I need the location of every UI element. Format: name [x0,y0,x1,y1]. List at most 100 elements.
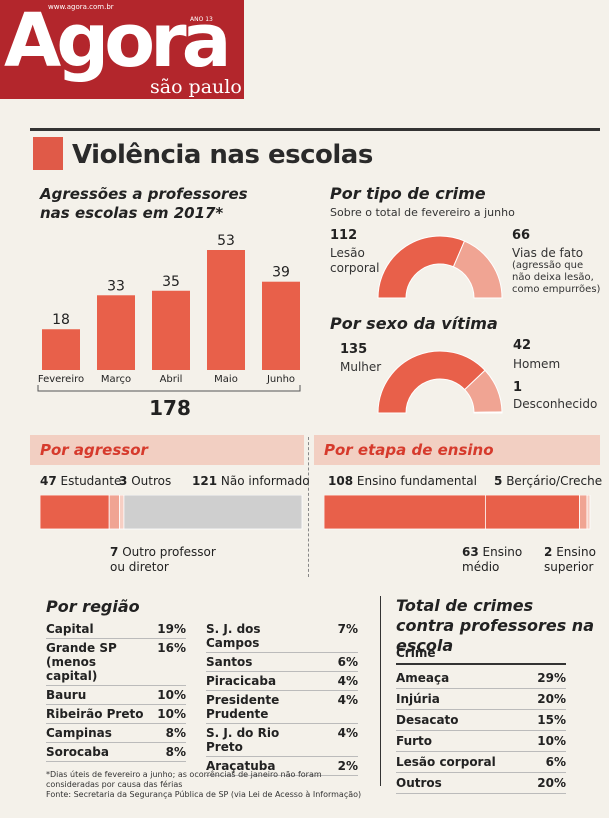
band-divider [308,437,310,577]
bar-value-1: 33 [107,278,125,294]
region-name: Grande SP (menos capital) [46,641,117,683]
total-bracket [37,385,301,392]
region-value: 8% [165,745,186,759]
aggressor-outros: 3 Outros [119,474,171,488]
bar-value-2: 35 [162,274,180,290]
aggressor-outro-professor-value: 7 [110,545,119,559]
stage-bercario-name: Berçário/Creche [506,474,603,488]
region-row: Araçatuba 2% [206,757,358,776]
stage-segment-0 [324,495,486,530]
region-title: Por região [46,597,140,616]
region-row: Bauru 10% [46,686,186,705]
masthead-subtitle: são paulo [150,76,242,98]
region-name: Bauru [46,688,87,702]
victim-label-desconhecido-value: 1 [513,380,523,395]
aggressor-stacked-bar [40,495,303,530]
victim-sex-donut [377,350,503,414]
crime-row: Ameaça 29% [396,668,566,689]
monthly-bar-chart: 18 Fevereiro 33 Março 35 Abril 53 Maio 39 Junho 1… [37,233,301,420]
crime-row: Outros 20% [396,773,566,794]
stage-medio-value: 63 [462,545,479,559]
region-column-1: Capital 19% Grande SP (menos capital) 16% Ba… [46,620,186,762]
bar-value-4: 39 [272,265,290,281]
crime-name: Desacato [396,713,459,727]
crime-row: Lesão corporal 6% [396,752,566,773]
crime-value: 20% [537,776,566,790]
aggressor-outros-name: Outros [131,474,172,488]
region-value: 2% [337,759,358,773]
aggressor-segment-0 [40,495,110,530]
masthead-year: ANO 13 [190,16,213,23]
band-por-agressor [30,435,304,465]
crime-type-label-vias: Vias de fato [512,246,584,260]
victim-sex-slice-2 [473,411,503,414]
crime-type-donut [377,235,503,299]
stage-superior: 2 Ensino superior [544,545,602,575]
region-value: 4% [337,674,358,688]
region-name: S. J. dos Campos [206,622,261,650]
crime-value: 20% [537,692,566,706]
stage-stacked-bar [324,495,591,530]
school-stage-title: Por etapa de ensino [324,441,494,459]
band-por-etapa [314,435,600,465]
aggressor-estudante-value: 47 [40,474,57,488]
source: Fonte: Secretaria da Segurança Pública d… [46,790,362,799]
region-row: S. J. do Rio Preto 4% [206,724,358,757]
region-value: 8% [165,726,186,740]
region-value: 6% [337,655,358,669]
stage-segment-3 [586,495,591,530]
region-row: Presidente Prudente 4% [206,691,358,724]
bar-3 [207,250,245,370]
victim-label-homem-value: 42 [513,338,532,353]
aggressor-title: Por agressor [40,441,148,459]
stage-segment-2 [579,495,588,530]
masthead-url: www.agora.com.br [48,3,114,11]
region-row: Campinas 8% [46,724,186,743]
crime-name: Ameaça [396,671,450,685]
stage-superior-value: 2 [544,545,553,559]
aggressor-estudante: 47 Estudante [40,474,121,488]
top-rule [30,128,600,131]
victim-label-mulher: Mulher [340,360,382,374]
region-name: Sorocaba [46,745,109,759]
victim-sex-slice-0 [377,350,486,414]
aggressor-segment-2 [119,495,125,530]
region-value: 16% [157,641,186,655]
aggressor-nao-informado-value: 121 [192,474,218,488]
crime-value: 15% [537,713,566,727]
crime-type-slice-1 [452,240,503,299]
crimes-header-label: Crime [396,646,436,660]
aggressor-segment-3 [123,495,303,530]
region-name: S. J. do Rio Preto [206,726,280,754]
region-row: S. J. dos Campos 7% [206,620,358,653]
victim-label-mulher-value: 135 [340,342,368,357]
crime-value: 10% [537,734,566,748]
page-title: Violência nas escolas [72,140,373,170]
crime-type-subtitle: Sobre o total de fevereiro a junho [330,206,515,219]
footnote: *Dias úteis de fevereiro a junho; as oco… [46,770,322,789]
masthead: www.agora.com.br ANO 13 Agora são paulo [0,0,244,99]
victim-label-homem: Homem [513,357,561,371]
total-label: 178 [149,396,191,420]
crime-name: Outros [396,776,442,790]
region-row: Sorocaba 8% [46,743,186,762]
bar-4 [262,281,300,370]
crime-name: Injúria [396,692,440,706]
crime-type-label-vias-value: 66 [512,228,531,243]
bar-0 [42,329,80,370]
region-value: 4% [337,726,358,740]
bar-category-1: Março [101,374,131,385]
crimes-table: Ameaça 29% Injúria 20% Desacato 15% Furto 10% Le… [396,668,566,794]
region-row: Grande SP (menos capital) 16% [46,639,186,686]
stage-fundamental-value: 108 [328,474,354,488]
region-name: Presidente Prudente [206,693,280,721]
stage-bercario-value: 5 [494,474,503,488]
aggressor-nao-informado: 121 Não informado [192,474,310,488]
region-row: Santos 6% [206,653,358,672]
crime-type-title: Por tipo de crime [330,184,486,203]
crime-row: Desacato 15% [396,710,566,731]
region-value: 19% [157,622,186,636]
crimes-header-rule [396,663,566,665]
victim-sex-title: Por sexo da vítima [330,314,498,333]
crime-type-slice-0 [377,235,466,299]
